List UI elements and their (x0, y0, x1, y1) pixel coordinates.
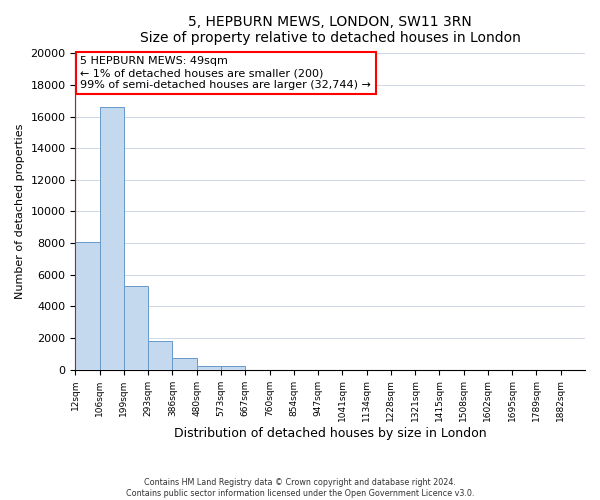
Title: 5, HEPBURN MEWS, LONDON, SW11 3RN
Size of property relative to detached houses i: 5, HEPBURN MEWS, LONDON, SW11 3RN Size o… (140, 15, 521, 45)
Bar (100, 107, 124, 370)
Text: Contains HM Land Registry data © Crown copyright and database right 2024.
Contai: Contains HM Land Registry data © Crown c… (126, 478, 474, 498)
X-axis label: Distribution of detached houses by size in London: Distribution of detached houses by size … (174, 427, 487, 440)
Bar (221, 366, 245, 370)
Bar (197, 366, 221, 370)
Bar (76, 242, 100, 370)
Y-axis label: Number of detached properties: Number of detached properties (15, 124, 25, 299)
Text: 5 HEPBURN MEWS: 49sqm
← 1% of detached houses are smaller (200)
99% of semi-deta: 5 HEPBURN MEWS: 49sqm ← 1% of detached h… (80, 56, 371, 90)
Bar (172, 358, 197, 370)
Bar (124, 286, 148, 370)
Bar (148, 341, 172, 370)
